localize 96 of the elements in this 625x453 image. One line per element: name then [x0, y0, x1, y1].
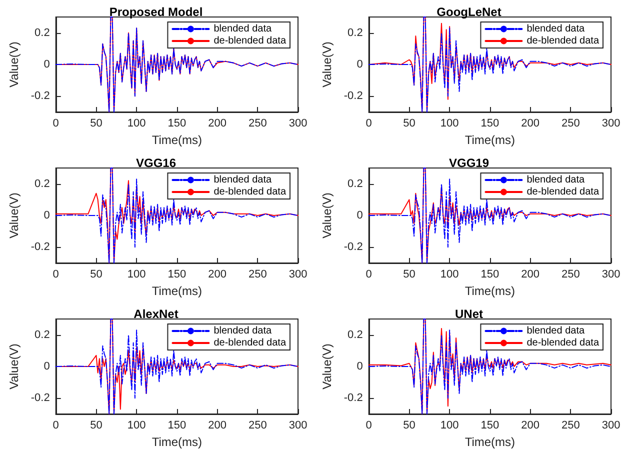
line-series: [55, 16, 298, 112]
y-axis-title: Value(V): [320, 42, 334, 88]
x-tick-label: 200: [521, 420, 540, 432]
x-tick-label: 150: [168, 420, 186, 432]
chart-title: VGG19: [448, 156, 490, 170]
x-tick-label: 200: [521, 118, 540, 130]
legend-label: blended data: [526, 174, 585, 186]
chart-title: UNet: [454, 307, 484, 321]
legend-label: de-blended data: [214, 338, 286, 348]
legend-label: blended data: [214, 24, 272, 34]
x-tick-label: 200: [208, 118, 226, 130]
y-axis-title: Value(V): [7, 344, 21, 390]
x-tick-label: 100: [127, 118, 146, 130]
x-tick-label: 100: [127, 420, 146, 432]
legend-label: blended data: [526, 24, 585, 34]
y-axis-title: Value(V): [7, 192, 21, 238]
x-tick-label: 250: [561, 420, 580, 432]
x-tick-label: 150: [480, 420, 500, 432]
line-series: [368, 318, 612, 414]
x-axis-title: Time(ms): [152, 284, 202, 298]
legend-label: de-blended data: [526, 338, 600, 348]
x-tick-label: 150: [480, 118, 500, 130]
chart-title: VGG16: [136, 156, 176, 170]
y-tick-label: 0: [44, 210, 50, 222]
x-tick-label: 250: [248, 420, 267, 432]
x-tick-label: 250: [248, 118, 267, 130]
legend-label: de-blended data: [214, 186, 286, 198]
legend-label: blended data: [214, 174, 272, 186]
x-tick-label: 300: [602, 268, 620, 280]
x-axis-title: Time(ms): [464, 284, 516, 298]
chart-title: GoogLeNet: [436, 5, 502, 19]
x-tick-label: 250: [248, 268, 267, 280]
x-axis-title: Time(ms): [464, 435, 516, 449]
x-tick-label: 0: [366, 420, 372, 432]
x-tick-label: 300: [602, 420, 620, 432]
legend-label: de-blended data: [526, 186, 600, 198]
y-tick-label: 0.2: [348, 328, 363, 341]
x-tick-label: 0: [52, 420, 59, 432]
line-series: [55, 318, 298, 414]
y-tick-label: -0.2: [30, 392, 50, 404]
y-tick-label: 0: [356, 58, 363, 70]
y-axis-title: Value(V): [7, 42, 21, 88]
x-axis-title: Time(ms): [464, 133, 516, 147]
y-tick-label: -0.2: [30, 90, 50, 102]
x-tick-label: 50: [90, 420, 102, 432]
legend-label: de-blended data: [214, 36, 286, 46]
x-tick-label: 50: [403, 118, 416, 130]
x-tick-label: 250: [561, 268, 580, 280]
x-tick-label: 250: [561, 118, 580, 130]
x-tick-label: 200: [208, 420, 226, 432]
x-tick-label: 0: [52, 118, 59, 130]
legend-label: de-blended data: [526, 36, 600, 46]
y-axis-title: Value(V): [320, 344, 334, 390]
y-tick-label: 0.2: [34, 26, 50, 39]
x-tick-label: 300: [288, 420, 308, 432]
x-tick-label: 50: [403, 420, 416, 432]
x-tick-label: 0: [366, 118, 372, 130]
x-tick-label: 0: [52, 268, 59, 280]
x-axis-title: Time(ms): [152, 435, 202, 449]
y-tick-label: 0.2: [348, 178, 363, 190]
x-tick-label: 300: [602, 118, 620, 130]
x-tick-label: 50: [90, 118, 102, 130]
y-tick-label: 0.2: [348, 26, 363, 39]
x-tick-label: 150: [480, 268, 500, 280]
y-tick-label: 0: [44, 58, 50, 70]
chart-title: AlexNet: [134, 307, 178, 321]
y-tick-label: -0.2: [30, 241, 50, 254]
x-tick-label: 50: [90, 268, 102, 280]
y-tick-label: 0: [356, 210, 363, 222]
legend-label: blended data: [214, 326, 272, 336]
y-tick-label: 0: [44, 360, 50, 372]
legend-label: blended data: [526, 326, 585, 336]
line-series: [55, 168, 298, 264]
x-tick-label: 100: [440, 420, 459, 432]
x-tick-label: 150: [168, 268, 186, 280]
x-tick-label: 200: [521, 268, 540, 280]
y-tick-label: 0.2: [34, 178, 50, 190]
line-series: [368, 168, 612, 264]
x-tick-label: 100: [440, 118, 459, 130]
y-tick-label: 0.2: [34, 328, 50, 341]
x-tick-label: 100: [127, 268, 146, 280]
y-tick-label: -0.2: [344, 90, 363, 102]
y-tick-label: -0.2: [344, 241, 363, 254]
x-tick-label: 0: [366, 268, 372, 280]
line-series: [368, 16, 612, 112]
x-tick-label: 100: [440, 268, 459, 280]
x-tick-label: 300: [288, 118, 308, 130]
x-tick-label: 300: [288, 268, 308, 280]
chart-title: Proposed Model: [109, 5, 203, 19]
x-tick-label: 50: [403, 268, 416, 280]
x-tick-label: 200: [208, 268, 226, 280]
x-tick-label: 150: [168, 118, 186, 130]
y-axis-title: Value(V): [320, 192, 334, 238]
y-tick-label: -0.2: [344, 392, 363, 404]
y-tick-label: 0: [356, 360, 363, 372]
x-axis-title: Time(ms): [152, 133, 202, 147]
